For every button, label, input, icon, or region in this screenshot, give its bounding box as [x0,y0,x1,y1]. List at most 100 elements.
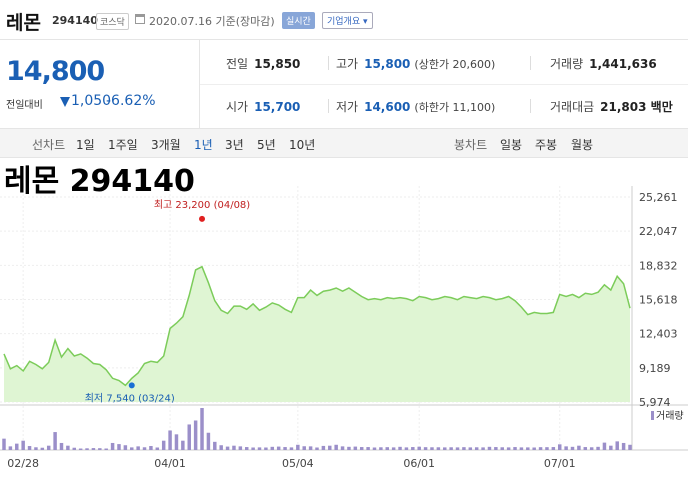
y-tick-label: 5,974 [639,396,671,409]
tab-weekly-candle[interactable]: 주봉 [535,138,558,152]
divider [530,99,531,113]
volume-bar [359,447,364,450]
volume-bar [449,447,453,450]
tab-monthly-candle[interactable]: 월봉 [571,138,594,152]
volume-bar [225,446,230,450]
tab-candle-chart[interactable]: 봉차트 [454,138,488,152]
volume-bar [123,445,128,450]
volume-bar [130,447,134,450]
volume-bar [161,440,166,450]
down-arrow-icon [60,97,70,107]
volume-legend: 거래량 [656,410,684,422]
volume-bar [187,424,191,450]
current-price-panel: 14,800 전일대비 1,050 -6.62% [0,40,200,128]
company-overview-dropdown[interactable]: 기업개요 ▾ [322,12,373,29]
volume-bar [78,448,83,450]
tab-10y[interactable]: 10년 [289,138,316,152]
tab-line-chart[interactable]: 선차트 [32,138,66,152]
volume-bar [628,444,632,450]
volume-bar [391,447,396,450]
volume-bar [506,447,511,450]
price-change: 1,050 [71,93,112,109]
volume-bar [308,446,313,450]
current-price: 14,800 [6,56,105,87]
volume-bar [404,447,409,450]
day-high: 고가 15,800 (상한가 20,600) [336,57,496,71]
volume-bar [430,447,434,450]
volume-bar [168,430,172,450]
volume-bar [181,440,185,450]
tab-3y[interactable]: 3년 [225,138,244,152]
volume-bar [551,447,556,450]
volume-bar [200,408,204,450]
volume-bar [443,447,447,450]
tab-3m[interactable]: 3개월 [151,138,181,152]
volume-bar [283,447,287,450]
volume-bar [398,446,402,450]
volume-bar [621,442,626,450]
volume-bar [53,432,57,450]
volume-bar [366,447,370,450]
volume-bar [468,447,473,450]
volume-bar [372,447,377,450]
tab-daily-candle[interactable]: 일봉 [500,138,523,152]
y-tick-label: 18,832 [639,259,678,272]
volume-bar [59,442,64,450]
y-tick-label: 9,189 [639,362,671,375]
volume-bar [46,445,51,450]
quote-summary: 전일 15,850 고가 15,800 (상한가 20,600) 거래량 1,441,6… [200,40,688,128]
low-marker [128,382,135,389]
volume-bar [104,448,108,450]
volume-bar [589,447,594,450]
high-label: 최고 23,200 (04/08) [154,199,250,211]
volume-bar [142,447,147,450]
volume-bar [2,438,6,450]
volume-bar [315,447,319,450]
tab-1y[interactable]: 1년 [194,138,213,152]
volume-bar [66,445,70,450]
volume-bar [474,447,479,450]
volume-bar [276,446,281,450]
realtime-button[interactable]: 실시간 [282,12,315,29]
volume-bar [206,432,211,450]
low-label: 최저 7,540 (03/24) [85,392,175,404]
volume-bar [436,447,441,450]
volume-bar [91,448,96,450]
volume-bar [455,447,460,450]
volume-bar [98,448,102,450]
volume-bar [302,446,306,450]
volume-bar [117,444,121,450]
volume-bar [557,444,562,450]
volume-bar [232,445,236,450]
divider [530,56,531,70]
volume-bar [526,447,530,450]
tab-1w[interactable]: 1주일 [108,138,138,152]
volume-bar [27,446,32,450]
y-tick-label: 15,618 [639,293,678,306]
volume-bar [328,445,332,450]
volume-bar [538,447,543,450]
tab-1d[interactable]: 1일 [76,138,95,152]
volume-bar [136,446,140,450]
open-price: 시가 15,700 [226,100,301,114]
tab-5y[interactable]: 5년 [257,138,276,152]
high-marker [199,215,206,222]
y-tick-label: 12,403 [639,328,678,341]
volume-bar [385,447,390,450]
x-tick-label: 02/28 [7,457,39,470]
volume-bar [270,446,275,450]
volume-bar [519,447,524,450]
price-change-percent: -6.62% [106,93,156,109]
volume-bar [213,441,217,450]
volume-bar [72,447,77,450]
volume-bar [609,445,613,450]
volume-bar [417,446,421,450]
volume-bar [379,447,383,450]
volume-bar [40,447,45,450]
chart-tabs: 선차트 1일 1주일 3개월 1년 3년 5년 10년 봉차트 일봉 주봉 월봉 [0,128,688,158]
volume-bar [289,447,294,450]
price-chart: 25,261 22,047 18,832 15,618 12,403 9,189 5,974… [0,186,688,470]
x-tick-label: 05/04 [282,457,314,470]
market-badge: 코스닥 [96,13,129,30]
stock-name: 레몬 [6,12,41,34]
